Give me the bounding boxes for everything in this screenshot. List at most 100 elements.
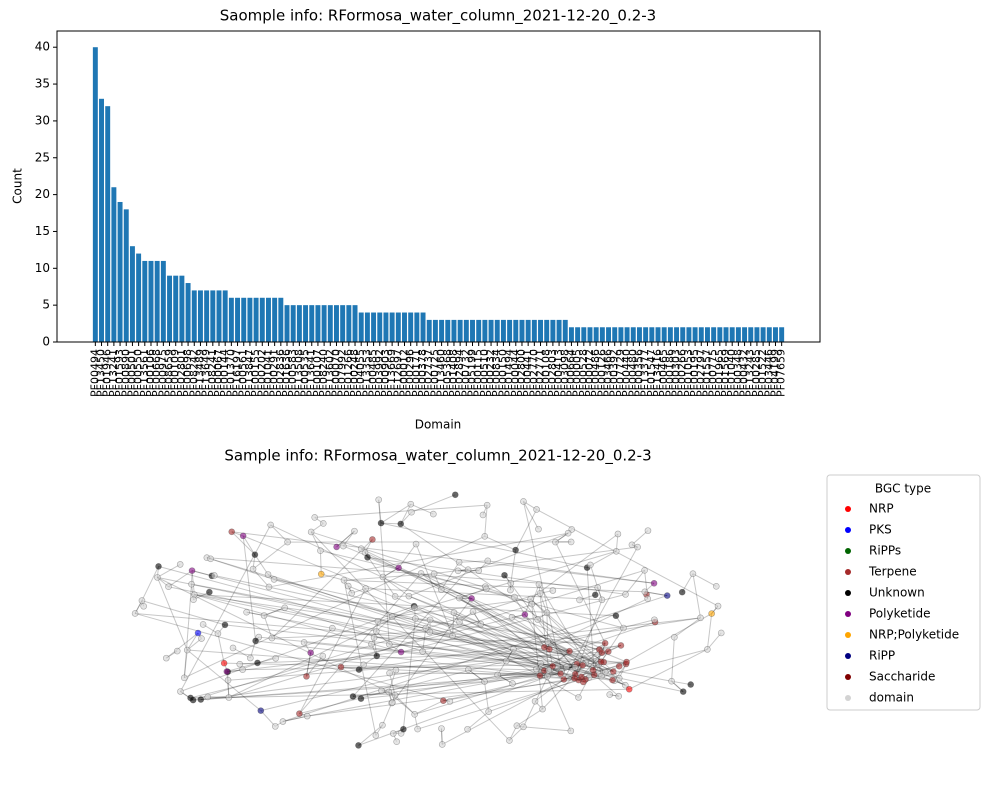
edge [467, 669, 485, 682]
bar [717, 327, 723, 342]
edge [531, 604, 544, 710]
edge [206, 557, 598, 589]
x-tick-label: PF00775 [707, 349, 720, 397]
node [348, 589, 356, 597]
edge [305, 652, 312, 677]
node [270, 576, 278, 583]
node [181, 674, 188, 682]
x-tick-label: PF00378 [416, 349, 429, 397]
node [317, 547, 324, 555]
edge [628, 648, 708, 690]
x-tick-label: PF00441 [521, 349, 534, 397]
node [379, 721, 386, 729]
node [567, 727, 575, 735]
node [412, 615, 419, 622]
edge [671, 637, 675, 682]
edge [254, 554, 269, 575]
edge [183, 584, 193, 678]
node [513, 722, 521, 729]
node [605, 648, 612, 655]
node [521, 611, 529, 618]
edge [282, 715, 308, 723]
node [469, 608, 477, 615]
edge [443, 677, 575, 702]
edge [523, 501, 539, 530]
edge [267, 574, 562, 673]
edge [401, 651, 551, 670]
bar [692, 327, 698, 342]
x-tick-label: PF01547 [645, 349, 658, 397]
bar [321, 305, 327, 342]
node [708, 610, 715, 617]
node [188, 567, 196, 574]
node [578, 673, 585, 681]
bar [735, 327, 741, 342]
x-tick-label: PF00698 [181, 349, 194, 397]
x-tick-label: PF01370 [224, 349, 237, 397]
edge [537, 619, 606, 673]
edge [415, 543, 453, 637]
x-tick-label: PF00664 [564, 349, 577, 397]
node [544, 672, 551, 680]
node [479, 511, 487, 519]
node [549, 662, 556, 670]
edge [592, 652, 603, 671]
node [224, 676, 232, 684]
node [165, 583, 172, 591]
edge [194, 594, 402, 653]
edge [364, 552, 396, 597]
node [392, 666, 400, 674]
edge [190, 614, 525, 699]
node [597, 658, 605, 666]
bar [352, 305, 358, 342]
x-tick-label: PF00072 [583, 349, 596, 397]
edge [554, 541, 606, 644]
x-tick-label: PF13847 [243, 349, 256, 397]
edge [420, 573, 442, 590]
bar [538, 319, 543, 342]
bar [167, 275, 173, 342]
legend-box [826, 474, 981, 711]
edge [360, 694, 396, 700]
node [704, 646, 711, 653]
edge [343, 545, 627, 663]
edge [252, 541, 288, 570]
edge [674, 617, 701, 638]
edge [306, 655, 324, 677]
node [368, 640, 375, 648]
node [594, 584, 602, 591]
bar [599, 327, 605, 342]
node [612, 612, 620, 620]
edge [411, 494, 456, 513]
bar [309, 305, 315, 342]
node [609, 676, 616, 684]
bar [661, 327, 667, 342]
edge [336, 530, 355, 548]
node [355, 742, 362, 749]
edge [184, 535, 485, 679]
edge [539, 593, 548, 613]
node [543, 609, 551, 617]
bar [327, 305, 333, 342]
bar [550, 319, 556, 342]
node [355, 666, 363, 673]
x-tick-label: PF00106 [144, 349, 157, 397]
node [397, 648, 405, 656]
node [391, 593, 399, 600]
edge [378, 499, 382, 524]
bar [612, 327, 618, 342]
edge [546, 612, 549, 642]
x-tick-label: PF00535 [299, 349, 312, 397]
node [601, 639, 609, 647]
x-tick-label: PF00485 [367, 349, 380, 397]
bar [99, 98, 104, 342]
x-tick-label: PF13489 [193, 349, 206, 397]
edge [631, 530, 649, 546]
x-tick-label: PF00232 [484, 349, 497, 397]
edge [343, 580, 377, 736]
x-tick-label: PF02800 [515, 349, 528, 397]
x-tick-label: PF01040 [725, 349, 738, 397]
node [272, 654, 280, 662]
edge [593, 674, 620, 697]
bar [463, 319, 469, 342]
